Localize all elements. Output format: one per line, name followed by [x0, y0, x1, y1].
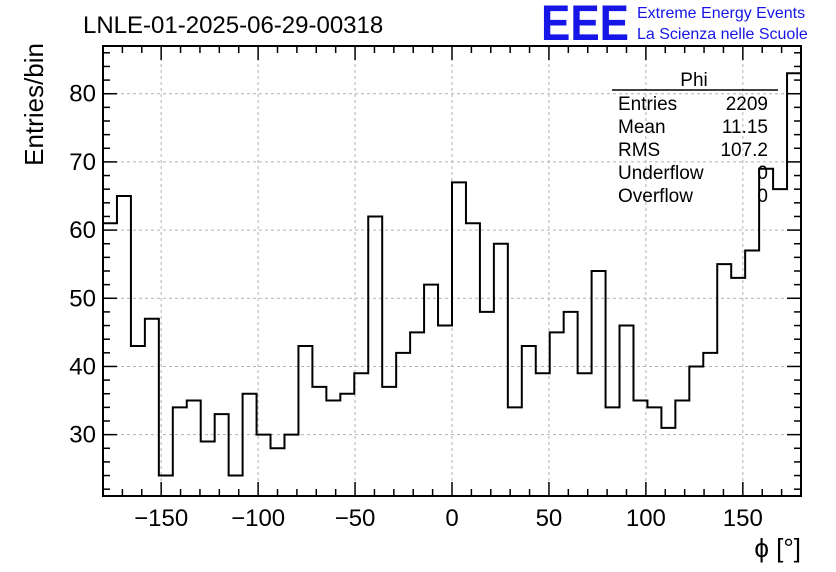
x-axis-label: ϕ [°] — [754, 533, 801, 563]
stats-label-overflow: Overflow — [618, 186, 693, 207]
y-tick-label: 40 — [69, 353, 96, 380]
plot-title: LNLE-01-2025-06-29-00318 — [83, 12, 383, 39]
y-axis-label: Entries/bin — [19, 43, 49, 166]
stats-box-title: Phi — [680, 70, 707, 91]
y-tick-label: 50 — [69, 285, 96, 312]
stats-value-underflow: 0 — [757, 163, 768, 184]
stats-value-rms: 107.2 — [720, 140, 768, 161]
x-tick-label: −100 — [231, 505, 285, 532]
x-tick-label: −50 — [335, 505, 376, 532]
stats-box: Phi Entries 2209 Mean 11.15 RMS 107.2 Un… — [612, 70, 778, 207]
histogram-outline — [103, 72, 801, 477]
y-tick-label: 60 — [69, 217, 96, 244]
stats-label-rms: RMS — [618, 140, 660, 161]
eee-logo-line1: Extreme Energy Events — [637, 5, 805, 22]
stats-label-entries: Entries — [618, 94, 677, 115]
y-tick-label: 30 — [69, 422, 96, 449]
stats-value-overflow: 0 — [757, 186, 768, 207]
axis-ticks — [102, 46, 802, 496]
eee-logo: EEE Extreme Energy Events La Scienza nel… — [541, 0, 808, 51]
eee-logo-mark: EEE — [541, 0, 629, 51]
stats-label-mean: Mean — [618, 117, 666, 138]
x-tick-label: 50 — [536, 505, 563, 532]
x-tick-label: 150 — [723, 505, 763, 532]
x-tick-label: −150 — [134, 505, 188, 532]
stats-value-entries: 2209 — [726, 94, 768, 115]
y-tick-label: 70 — [69, 149, 96, 176]
y-tick-label: 80 — [69, 81, 96, 108]
eee-logo-line2: La Scienza nelle Scuole — [637, 26, 808, 43]
x-tick-label: 100 — [626, 505, 666, 532]
stats-value-mean: 11.15 — [722, 117, 768, 138]
histogram — [103, 72, 801, 477]
x-tick-label: 0 — [445, 505, 458, 532]
stats-label-underflow: Underflow — [618, 163, 704, 184]
axis-tick-labels: −150 −100 −50 0 50 100 150 30 40 50 60 70 80 — [69, 81, 763, 532]
